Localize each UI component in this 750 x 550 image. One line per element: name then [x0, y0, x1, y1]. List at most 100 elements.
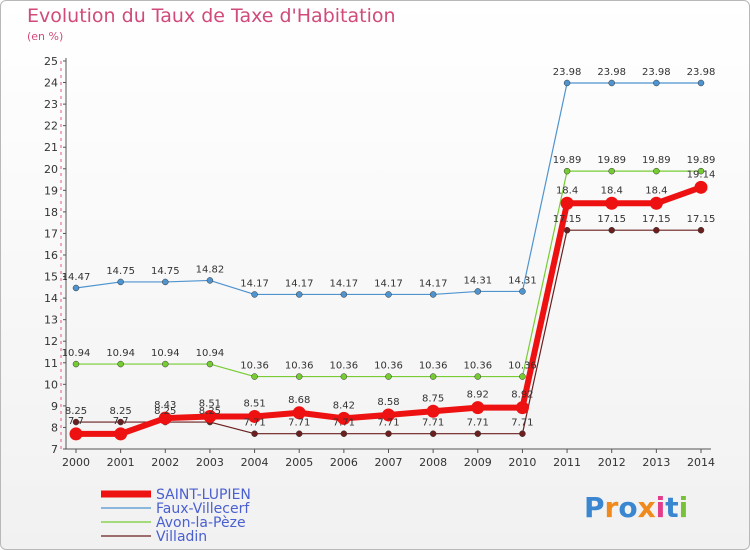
- data-point: [653, 167, 660, 175]
- data-label: 7.71: [511, 418, 533, 429]
- logo-letter: r: [605, 491, 619, 524]
- data-label: 10.94: [151, 348, 180, 359]
- data-point: [114, 427, 128, 441]
- data-point: [474, 430, 482, 437]
- data-point: [563, 226, 571, 234]
- data-point: [519, 373, 526, 380]
- data-label: 8.58: [377, 397, 399, 408]
- y-tick-label: 13: [44, 314, 58, 327]
- x-tick-label: 2001: [107, 456, 135, 469]
- data-point: [117, 418, 124, 426]
- series-avon-la-p-ze: [72, 167, 705, 380]
- data-label: 14.31: [508, 275, 537, 286]
- data-label: 14.17: [285, 278, 314, 289]
- y-tick-label: 20: [44, 163, 58, 176]
- data-point: [519, 430, 526, 437]
- data-point: [608, 79, 615, 87]
- y-tick-label: 14: [44, 292, 58, 305]
- data-label: 23.98: [597, 67, 626, 78]
- legend-label: Avon-la-Pèze: [156, 515, 246, 531]
- data-label: 10.36: [374, 361, 403, 372]
- data-label: 18.4: [645, 185, 667, 196]
- data-label: 7.71: [288, 418, 310, 429]
- y-tick-label: 11: [44, 357, 58, 370]
- data-label: 18.4: [556, 185, 578, 196]
- data-label: 7.71: [243, 418, 265, 429]
- data-label: 7.71: [467, 418, 489, 429]
- x-tick-label: 2002: [151, 456, 179, 469]
- x-tick-label: 2005: [285, 456, 313, 469]
- data-label: 19.89: [597, 155, 626, 166]
- data-label: 14.17: [374, 278, 403, 289]
- data-point: [162, 278, 169, 286]
- data-point: [248, 409, 262, 423]
- data-label: 10.94: [196, 348, 225, 359]
- data-point: [563, 167, 571, 175]
- data-point: [649, 196, 663, 210]
- data-label: 14.17: [330, 278, 359, 289]
- data-label: 17.15: [553, 214, 582, 225]
- data-point: [474, 373, 482, 380]
- chart-title: Evolution du Taux de Taxe d'Habitation: [27, 5, 396, 27]
- data-label: 10.36: [419, 361, 448, 372]
- y-tick-label: 22: [44, 120, 58, 133]
- data-point: [474, 288, 482, 295]
- y-tick-label: 24: [44, 77, 58, 90]
- logo-letter: i: [679, 491, 689, 524]
- x-tick-label: 2008: [419, 456, 447, 469]
- logo-letter: x: [638, 491, 656, 524]
- data-label: 10.36: [240, 361, 269, 372]
- data-point: [563, 79, 571, 87]
- y-tick-label: 7: [51, 443, 58, 456]
- logo-letter: i: [656, 491, 666, 524]
- x-tick-label: 2009: [464, 456, 492, 469]
- data-label: 17.15: [687, 214, 716, 225]
- data-point: [608, 226, 615, 234]
- logo-letter: t: [665, 491, 678, 524]
- data-label: 10.36: [508, 361, 537, 372]
- data-label: 8.92: [467, 390, 489, 401]
- data-point: [608, 167, 615, 175]
- data-label: 19.14: [687, 169, 716, 180]
- data-point: [340, 373, 348, 380]
- legend-label: SAINT-LUPIEN: [156, 487, 251, 503]
- data-label: 7.7: [113, 416, 129, 427]
- data-point: [471, 401, 485, 415]
- data-label: 19.89: [687, 155, 716, 166]
- y-tick-label: 9: [51, 400, 58, 413]
- y-tick-label: 12: [44, 335, 58, 348]
- data-point: [653, 79, 660, 87]
- data-point: [69, 427, 83, 441]
- y-tick-label: 10: [44, 378, 58, 391]
- x-tick-label: 2013: [642, 456, 670, 469]
- data-label: 19.89: [642, 155, 671, 166]
- logo-letter: o: [618, 491, 637, 524]
- data-label: 10.36: [285, 361, 314, 372]
- data-point: [292, 406, 306, 420]
- data-label: 10.94: [62, 348, 91, 359]
- data-point: [72, 284, 80, 292]
- data-point: [206, 277, 214, 284]
- data-point: [295, 373, 303, 380]
- data-point: [429, 291, 437, 298]
- data-point: [72, 360, 80, 368]
- x-tick-label: 2003: [196, 456, 224, 469]
- y-tick-label: 18: [44, 206, 58, 219]
- data-label: 10.36: [463, 361, 492, 372]
- data-label: 8.68: [288, 395, 310, 406]
- y-tick-label: 23: [44, 98, 58, 111]
- data-label: 8.25: [199, 406, 221, 417]
- data-label: 8.25: [154, 406, 176, 417]
- data-point: [653, 226, 660, 234]
- logo-letter: P: [584, 491, 605, 524]
- data-label: 8.51: [243, 398, 265, 409]
- data-point: [340, 430, 348, 437]
- data-label: 17.15: [642, 214, 671, 225]
- data-label: 8.42: [333, 400, 355, 411]
- x-tick-label: 2007: [375, 456, 403, 469]
- y-tick-label: 25: [44, 55, 58, 68]
- legend: SAINT-LUPIENFaux-VillecerfAvon-la-PèzeVi…: [101, 487, 251, 545]
- data-point: [117, 360, 124, 368]
- data-point: [203, 409, 217, 423]
